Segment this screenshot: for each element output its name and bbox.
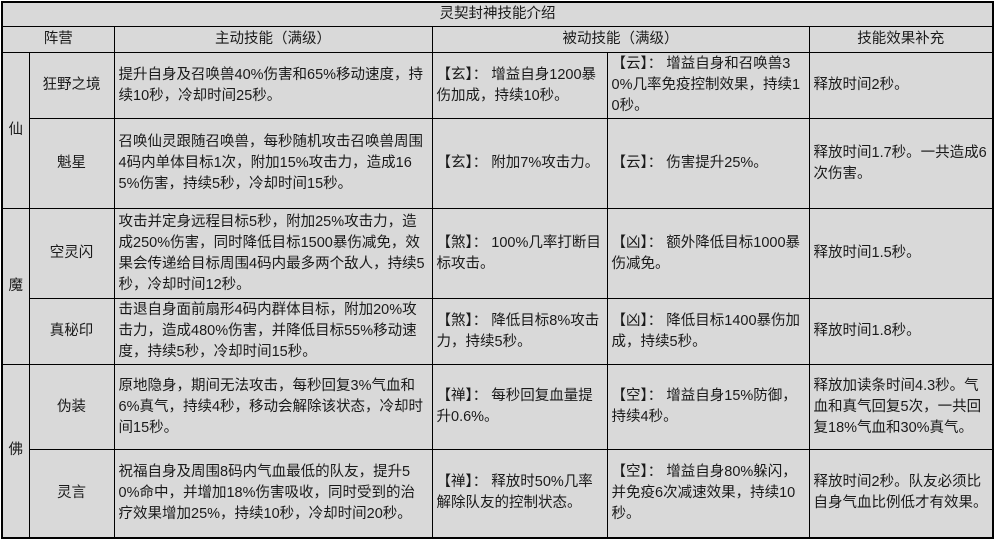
supplement-cell: 释放时间2秒。 <box>808 52 994 119</box>
passive2-cell: 【空】： 增益自身15%防御，持续4秒。 <box>606 364 810 450</box>
active-skill-cell: 提升自身及召唤兽40%伤害和65%移动速度，持续10秒，冷却时间25秒。 <box>113 52 433 119</box>
supplement-cell: 释放时间1.7秒。一共造成6次伤害。 <box>808 118 994 209</box>
faction-cell-mo: 魔 <box>1 208 30 365</box>
skill-name-cell: 伪装 <box>28 364 115 450</box>
passive2-cell: 【云】： 伤害提升25%。 <box>606 118 810 209</box>
header-supplement: 技能效果补充 <box>808 26 994 53</box>
row-weizhuang: 佛 伪装 原地隐身，期间无法攻击，每秒回复3%气血和6%真气，持续4秒，移动会解… <box>1 364 994 538</box>
faction-cell-fo: 佛 <box>1 364 30 538</box>
skill-name-cell: 狂野之境 <box>28 52 115 119</box>
passive1-cell: 【禅】： 每秒回复血量提升0.6%。 <box>431 364 608 450</box>
active-skill-cell: 攻击并定身远程目标5秒，附加25%攻击力，造成250%伤害，同时降低目标1500… <box>113 208 433 299</box>
active-skill-cell: 击退自身面前扇形4码内群体目标，附加20%攻击力，造成480%伤害，并降低目标5… <box>113 298 433 365</box>
skill-name-cell: 空灵闪 <box>28 208 115 299</box>
active-skill-cell: 召唤仙灵跟随召唤兽，每秒随机攻击召唤兽周围4码内单体目标1次，附加15%攻击力，… <box>113 118 433 209</box>
row-zhenmiyin: 真秘印 击退自身面前扇形4码内群体目标，附加20%攻击力，造成480%伤害，并降… <box>2 298 994 365</box>
passive2-cell: 【云】： 增益自身和召唤兽30%几率免疫控制效果，持续10秒。 <box>606 52 810 119</box>
passive1-cell: 【煞】： 降低目标8%攻击力，持续5秒。 <box>431 298 608 365</box>
row-konglingshan: 魔 空灵闪 攻击并定身远程目标5秒，附加25%攻击力，造成250%伤害，同时降低… <box>1 208 994 365</box>
header-faction: 阵营 <box>1 26 115 53</box>
passive2-cell: 【空】： 增益自身80%躲闪，并免疫6次减速效果，持续10秒。 <box>606 449 810 538</box>
skill-name-cell: 灵言 <box>28 449 115 538</box>
supplement-cell: 释放时间1.8秒。 <box>808 298 994 365</box>
passive1-cell: 【玄】： 增益自身1200暴伤加成，持续10秒。 <box>431 52 608 119</box>
row-kuixing: 魁星 召唤仙灵跟随召唤兽，每秒随机攻击召唤兽周围4码内单体目标1次，附加15%攻… <box>2 118 994 209</box>
supplement-cell: 释放时间2秒。队友必须比自身气血比例低才有效果。 <box>808 449 994 538</box>
active-skill-cell: 原地隐身，期间无法攻击，每秒回复3%气血和6%真气，持续4秒，移动会解除该状态，… <box>113 364 433 450</box>
supplement-cell: 释放加读条时间4.3秒。气血和真气回复5次，一共回复18%气血和30%真气。 <box>808 364 994 450</box>
header-row: 阵营 主动技能（满级） 被动技能（满级） 技能效果补充 <box>1 26 994 53</box>
row-lingyan: 灵言 祝福自身及周围8码内气血最低的队友，提升50%命中，并增加18%伤害吸收，… <box>2 449 994 538</box>
passive2-cell: 【凶】： 降低目标1400暴伤加成，持续5秒。 <box>606 298 810 365</box>
header-active-skill: 主动技能（满级） <box>113 26 433 53</box>
row-kuangyezhijing: 仙 狂野之境 提升自身及召唤兽40%伤害和65%移动速度，持续10秒，冷却时间2… <box>1 52 994 209</box>
active-skill-cell: 祝福自身及周围8码内气血最低的队友，提升50%命中，并增加18%伤害吸收，同时受… <box>113 449 433 538</box>
passive1-cell: 【禅】： 释放时50%几率解除队友的控制状态。 <box>431 449 608 538</box>
skill-name-cell: 真秘印 <box>28 298 115 365</box>
table-title: 灵契封神技能介绍 <box>1 1 994 27</box>
passive1-cell: 【煞】： 100%几率打断目标攻击。 <box>431 208 608 299</box>
passive1-cell: 【玄】： 附加7%攻击力。 <box>431 118 608 209</box>
passive2-cell: 【凶】： 额外降低目标1000暴伤减免。 <box>606 208 810 299</box>
faction-cell-xian: 仙 <box>1 52 30 209</box>
title-row: 灵契封神技能介绍 <box>1 1 994 27</box>
skill-name-cell: 魁星 <box>28 118 115 209</box>
header-passive-skill: 被动技能（满级） <box>431 26 810 53</box>
supplement-cell: 释放时间1.5秒。 <box>808 208 994 299</box>
